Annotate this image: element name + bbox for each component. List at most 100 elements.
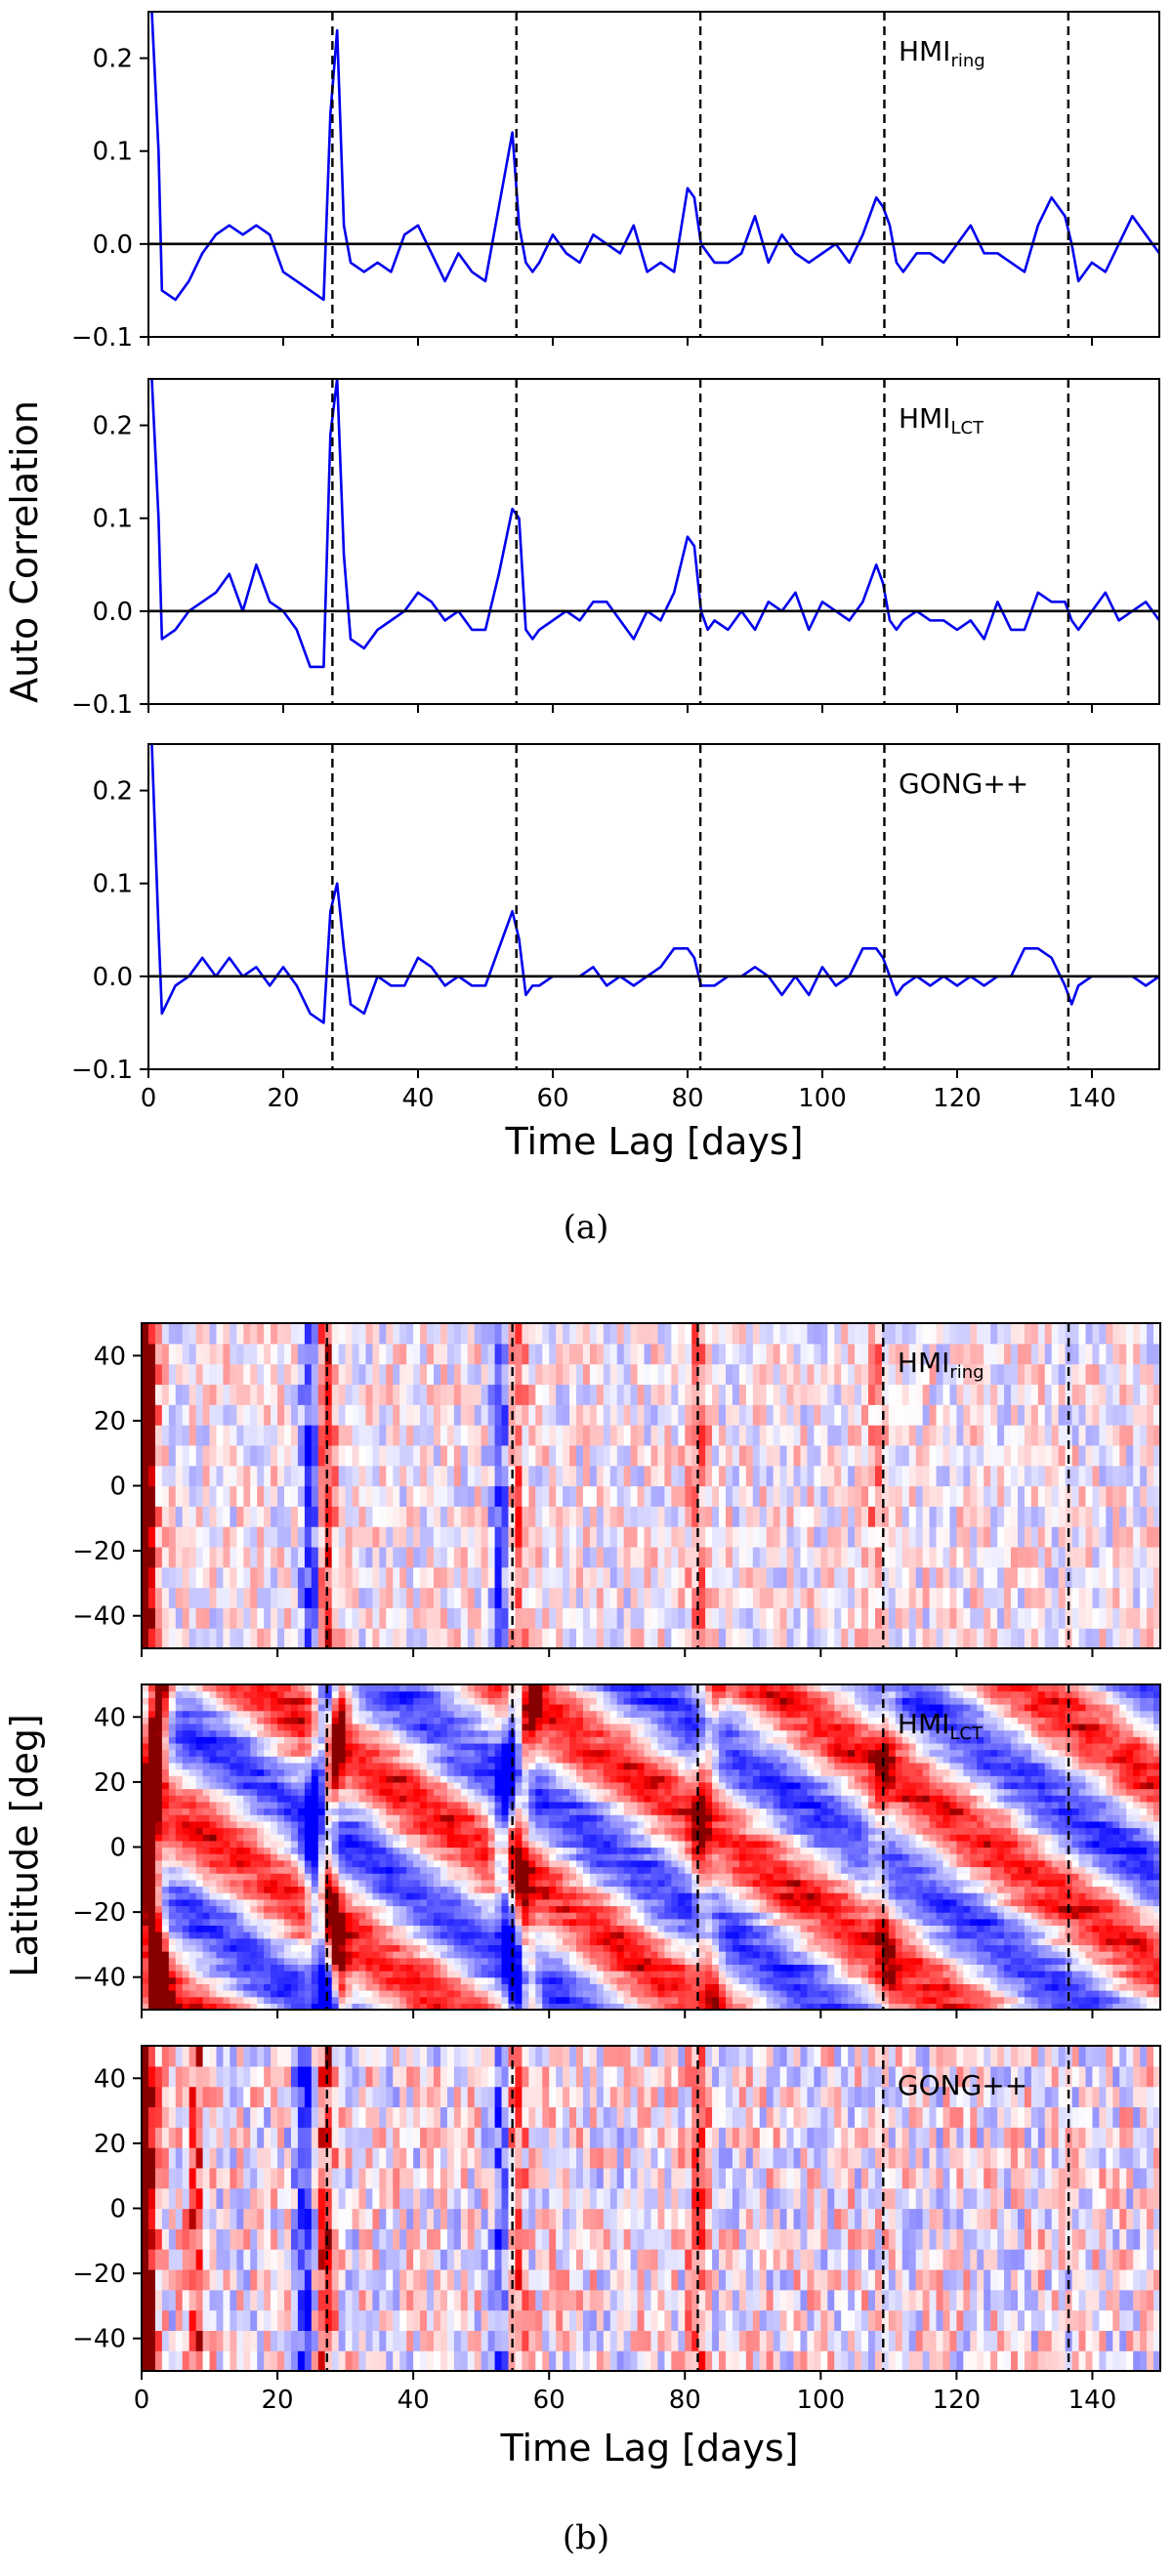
heatmap-cell: [807, 1951, 815, 1959]
heatmap-cell: [895, 1404, 903, 1426]
heatmap-cell: [1085, 1932, 1094, 1939]
heatmap-cell: [290, 1898, 299, 1907]
heatmap-cell: [1126, 1587, 1134, 1608]
heatmap-cell: [1017, 1912, 1026, 1920]
heatmap-cell: [264, 1465, 272, 1487]
heatmap-cell: [549, 1323, 557, 1345]
heatmap-cell: [1037, 1957, 1046, 1965]
heatmap-cell: [949, 1990, 957, 1998]
heatmap-cell: [841, 2003, 849, 2010]
heatmap-cell: [623, 1607, 632, 1629]
heatmap-cell: [460, 1323, 469, 1345]
heatmap-cell: [372, 1957, 380, 1965]
heatmap-cell: [352, 1932, 360, 1939]
heatmap-cell: [474, 1976, 482, 1984]
heatmap-cell: [440, 1937, 448, 1945]
heatmap-cell: [807, 1996, 815, 2004]
heatmap-cell: [1126, 1932, 1134, 1939]
heatmap-cell: [257, 1607, 265, 1629]
heatmap-cell: [202, 1957, 211, 1965]
heatmap-cell: [841, 1485, 849, 1507]
heatmap-cell: [338, 1384, 347, 1405]
heatmap-cell: [297, 1404, 306, 1426]
heatmap-cell: [657, 1607, 665, 1629]
heatmap-cell: [576, 1506, 584, 1527]
heatmap-cell: [154, 1996, 163, 2004]
heatmap-cell: [1011, 1566, 1019, 1589]
heatmap-cell: [773, 1343, 781, 1365]
heatmap-cell: [250, 1925, 258, 1932]
heatmap-cell: [725, 1425, 733, 1446]
heatmap-cell: [800, 1607, 809, 1629]
heatmap-cell: [630, 1937, 639, 1945]
heatmap-cell: [494, 1607, 503, 1629]
heatmap-cell: [942, 1951, 951, 1959]
heatmap-cell: [379, 1932, 387, 1939]
heatmap-cell: [338, 1404, 347, 1426]
heatmap-cell: [685, 1976, 692, 1984]
heatmap-cell: [1078, 1587, 1087, 1608]
heatmap-cell: [188, 1996, 197, 2004]
heatmap-cell: [1078, 2003, 1087, 2010]
heatmap-cell: [202, 1976, 211, 1984]
heatmap-cell: [1078, 1628, 1087, 1648]
heatmap-cell: [908, 1506, 917, 1527]
heatmap-cell: [786, 1905, 795, 1913]
heatmap-cell: [1044, 1506, 1053, 1527]
heatmap-cell: [501, 1957, 510, 1965]
heatmap-cell: [358, 1983, 367, 1991]
heatmap-cell: [168, 1976, 177, 1984]
heatmap-cell: [637, 1944, 646, 1952]
heatmap-cell: [277, 2003, 285, 2010]
heatmap-cell: [528, 1912, 536, 1920]
heatmap-cell: [420, 1983, 428, 1991]
heatmap-cell: [841, 1607, 849, 1629]
heatmap-cell: [1153, 1628, 1160, 1648]
heatmap-cell: [1058, 1566, 1067, 1589]
heatmap-cell: [949, 1526, 957, 1548]
heatmap-cell: [284, 1384, 292, 1405]
heatmap-cell: [202, 1506, 211, 1527]
heatmap-cell: [453, 1957, 462, 1965]
heatmap-cell: [386, 1983, 394, 1991]
heatmap-cell: [175, 1404, 184, 1426]
heatmap-cell: [297, 1425, 306, 1446]
heatmap-cell: [549, 1566, 557, 1589]
heatmap-cell: [793, 1566, 802, 1589]
heatmap-cell: [814, 1384, 821, 1405]
heatmap-cell: [929, 1932, 938, 1939]
heatmap-cell: [773, 1485, 781, 1507]
heatmap-cell: [223, 1404, 230, 1426]
heatmap-cell: [481, 1912, 489, 1920]
heatmap-cell: [515, 1465, 523, 1487]
heatmap-cell: [1140, 1404, 1148, 1426]
heatmap-cell: [609, 1905, 618, 1913]
heatmap-cell: [474, 1485, 482, 1507]
heatmap-cell: [576, 1566, 584, 1589]
heatmap-cell: [820, 1363, 828, 1386]
heatmap-cell: [807, 1607, 815, 1629]
heatmap-cell: [773, 1990, 781, 1998]
heatmap-cell: [487, 1607, 496, 1629]
heatmap-cell: [365, 1404, 374, 1426]
heatmap-cell: [616, 1944, 625, 1952]
heatmap-cell: [338, 1546, 347, 1568]
heatmap-cell: [807, 2003, 815, 2010]
heatmap-cell: [623, 1404, 632, 1426]
heatmap-cell: [528, 1343, 536, 1365]
heatmap-cell: [311, 1951, 319, 1959]
heatmap-cell: [379, 1957, 387, 1965]
heatmap-cell: [427, 1607, 435, 1629]
heatmap-cell: [481, 1363, 489, 1386]
heatmap-cell: [297, 1343, 306, 1365]
heatmap-cell: [481, 1976, 489, 1984]
heatmap-cell: [542, 1444, 550, 1467]
heatmap-cell: [209, 1898, 218, 1907]
heatmap-cell: [719, 1465, 727, 1487]
heatmap-cell: [1011, 1526, 1019, 1548]
heatmap-cell: [1011, 1905, 1019, 1913]
heatmap-cell: [963, 1465, 971, 1487]
heatmap-cell: [1106, 1404, 1113, 1426]
heatmap-cell: [467, 1323, 476, 1345]
heatmap-cell: [603, 1425, 611, 1446]
